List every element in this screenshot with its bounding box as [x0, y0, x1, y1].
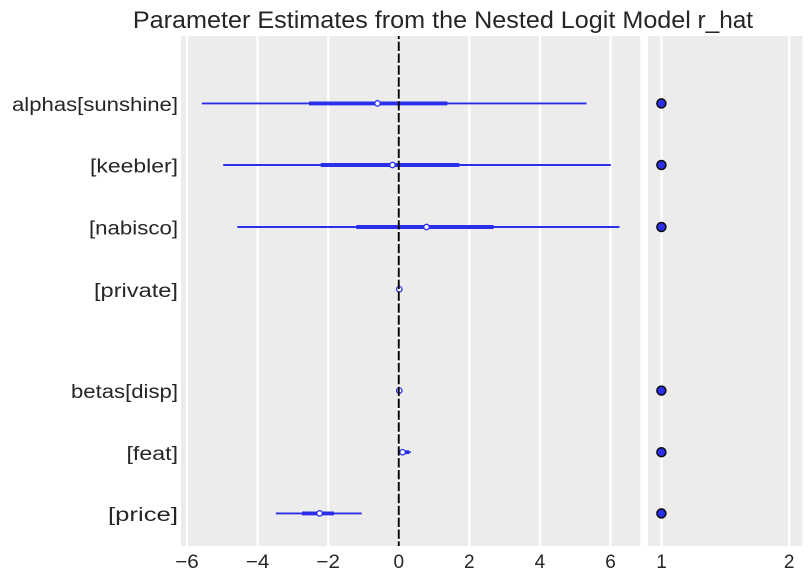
- svg-text:2: 2: [464, 552, 475, 573]
- svg-text:r_hat: r_hat: [698, 7, 754, 34]
- svg-text:Parameter Estimates from the N: Parameter Estimates from the Nested Logi…: [133, 7, 691, 34]
- svg-text:2: 2: [784, 552, 795, 573]
- svg-text:betas[disp]: betas[disp]: [71, 382, 178, 403]
- svg-text:4: 4: [535, 552, 546, 573]
- svg-text:0: 0: [393, 552, 404, 573]
- svg-text:1: 1: [656, 552, 667, 573]
- svg-text:6: 6: [605, 552, 616, 573]
- svg-text:alphas[sunshine]: alphas[sunshine]: [12, 95, 178, 116]
- svg-text:−2: −2: [316, 552, 340, 573]
- svg-text:[keebler]: [keebler]: [90, 157, 178, 178]
- svg-text:[price]: [price]: [108, 505, 178, 526]
- svg-text:−6: −6: [175, 552, 199, 573]
- svg-text:[private]: [private]: [94, 281, 178, 302]
- svg-text:[nabisco]: [nabisco]: [89, 219, 178, 240]
- svg-text:−4: −4: [246, 552, 270, 573]
- svg-text:[feat]: [feat]: [127, 444, 179, 465]
